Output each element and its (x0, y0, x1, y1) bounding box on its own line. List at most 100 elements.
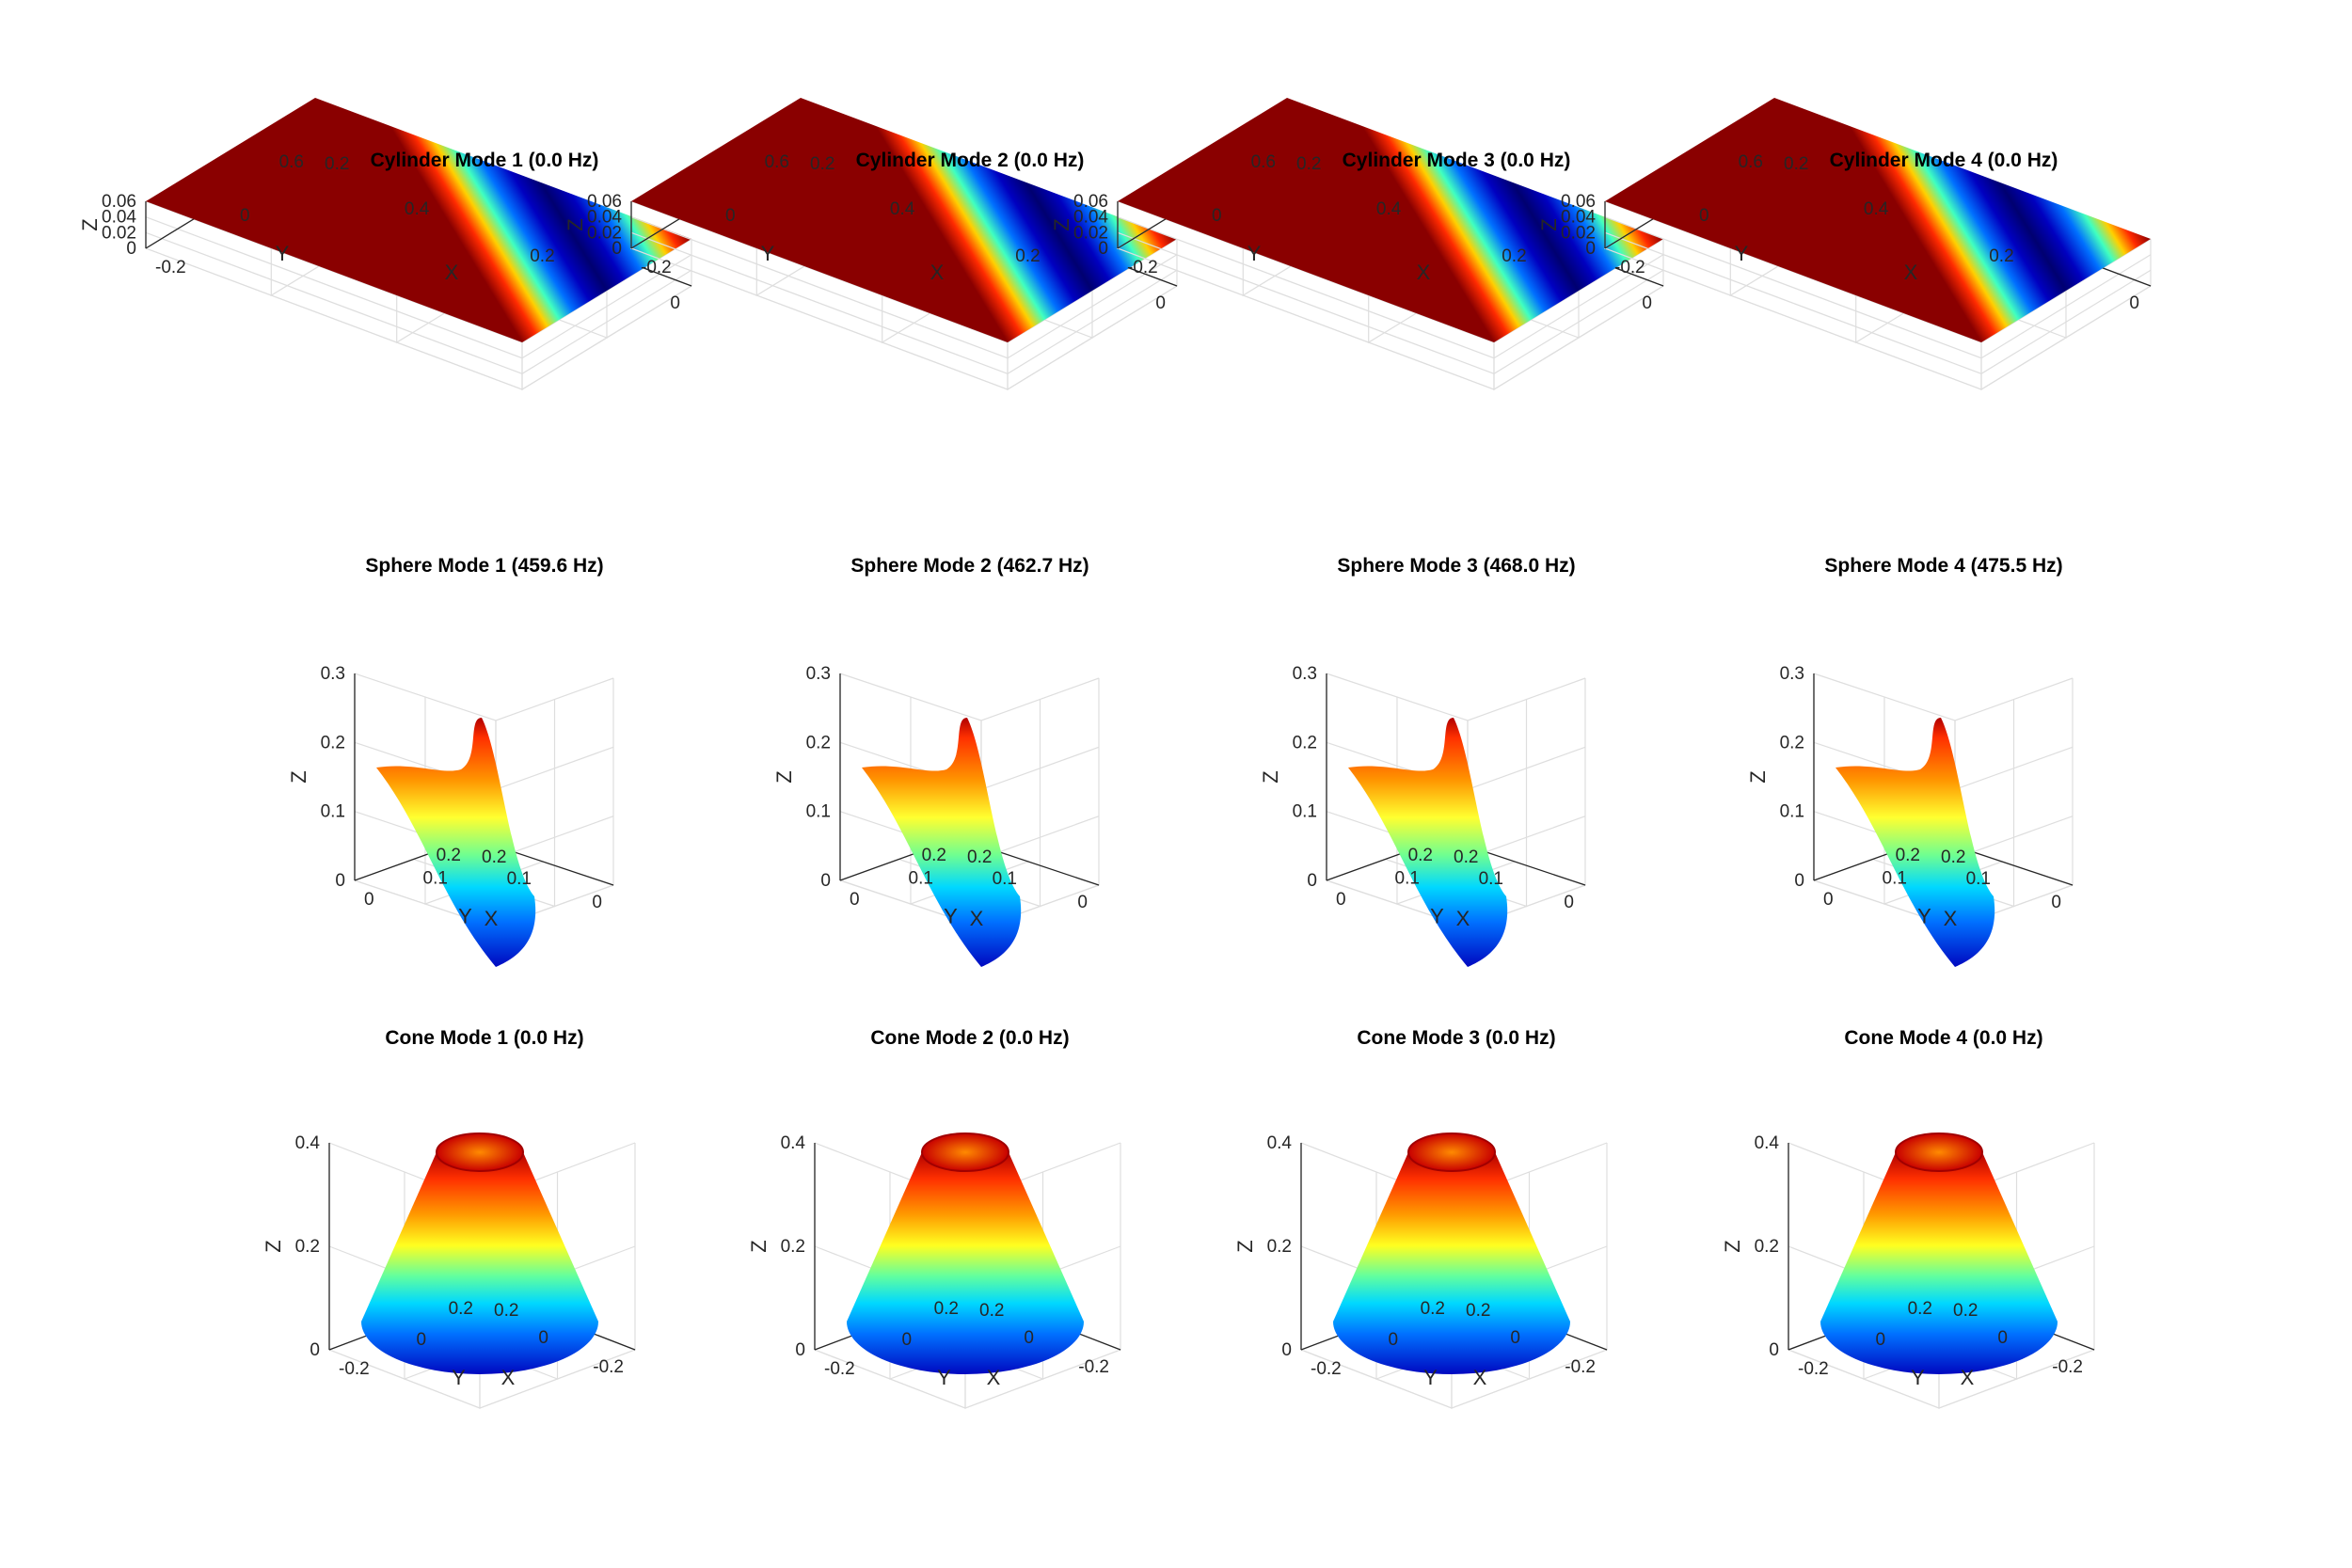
z-tick-label: 0.2 (295, 1237, 320, 1257)
z-tick-label: 0.1 (1293, 802, 1317, 822)
subplot-cylinder-mode-1: 00.020.040.0600.20.40.6-0.200.2XYZCylind… (78, 98, 692, 391)
z-tick-label: 0.06 (587, 192, 622, 212)
subplot-title: Sphere Mode 2 (462.7 Hz) (850, 555, 1089, 577)
z-tick-label: 0 (820, 871, 831, 891)
subplot-title: Cone Mode 2 (0.0 Hz) (870, 1027, 1069, 1049)
x-tick-label: 0.4 (405, 199, 430, 219)
y-tick-label: 0.2 (1296, 154, 1321, 174)
z-tick-label: 0.02 (102, 223, 136, 243)
cylinder-surface (631, 98, 1177, 342)
z-tick-label: 0 (1281, 1340, 1292, 1360)
grid-line-y (630, 247, 1009, 390)
y-tick-label: -0.2 (155, 258, 186, 277)
x-tick-label: 0 (538, 1328, 548, 1348)
y-axis-label: Y (937, 1366, 951, 1389)
z-axis-label: Z (772, 770, 796, 783)
x-axis-label: X (1944, 907, 1958, 930)
x-tick-label: 0.4 (1864, 199, 1889, 219)
z-tick-label: 0.3 (806, 664, 831, 684)
cone-top-rim (1407, 1132, 1496, 1172)
grid-line-z (839, 673, 1100, 721)
z-tick-label: 0.02 (1561, 223, 1596, 243)
x-tick-label: 0 (2051, 893, 2061, 912)
y-tick-label: 0.1 (909, 869, 933, 889)
z-axis-label: Z (1537, 218, 1561, 230)
grid-line-z (354, 673, 614, 721)
x-tick-label: 0 (2129, 293, 2139, 313)
z-axis-label: Z (1050, 218, 1073, 230)
grid-line-y (1604, 247, 1982, 390)
y-tick-label: 0.1 (423, 869, 448, 889)
cone-surface (1333, 1152, 1570, 1374)
x-tick-label: 0.6 (1251, 152, 1276, 172)
x-tick-label: 0 (592, 893, 602, 912)
z-tick-label: 0 (1769, 1340, 1779, 1360)
subplot-title: Cone Mode 3 (0.0 Hz) (1357, 1027, 1555, 1049)
y-tick-label: 0.2 (494, 1301, 518, 1321)
y-tick-label: 0.1 (1395, 869, 1420, 889)
z-tick-label: 0.1 (1780, 802, 1804, 822)
x-tick-label: 0.6 (279, 152, 304, 172)
y-tick-label: -0.2 (339, 1359, 370, 1379)
x-tick-label: 0.6 (1739, 152, 1763, 172)
y-tick-label: 0 (1699, 206, 1709, 226)
y-tick-label: 0 (1876, 1330, 1886, 1350)
z-tick-label: 0 (1307, 871, 1317, 891)
cone-top-rim (436, 1132, 524, 1172)
x-tick-label: -0.2 (1078, 1357, 1109, 1377)
x-tick-label: 0.1 (1966, 869, 1991, 889)
z-tick-label: 0.4 (1267, 1133, 1293, 1153)
cone-surface (361, 1152, 598, 1374)
x-tick-label: 0.2 (1896, 846, 1920, 865)
subplot-cone-mode-2: 0 0.2 0.4 -0.2 0 0.2 -0.2 0 0.2 X Y Z Cone Mode 2 (0… (747, 1027, 1121, 1409)
z-tick-label: 0.1 (806, 802, 831, 822)
z-tick-label: 0 (1794, 871, 1804, 891)
grid-line-z (1813, 673, 2074, 721)
x-tick-label: 0 (1077, 893, 1088, 912)
x-tick-label: 0 (1642, 293, 1652, 313)
y-tick-label: 0.2 (482, 847, 506, 867)
x-axis-label: X (1417, 261, 1431, 284)
z-tick-label: 0.2 (1293, 733, 1317, 752)
z-tick-label: 0.4 (781, 1133, 806, 1153)
y-tick-label: 0.2 (1454, 847, 1478, 867)
z-axis-label: Z (1259, 770, 1282, 783)
grid-line-y (145, 247, 523, 390)
x-axis-label: X (501, 1366, 516, 1389)
z-tick-label: 0 (310, 1340, 320, 1360)
z-tick-label: 0.2 (1267, 1237, 1292, 1257)
y-tick-label: 0 (1336, 890, 1346, 910)
y-axis-label: Y (944, 905, 958, 928)
grid-line-y (1117, 247, 1495, 390)
y-tick-label: 0 (850, 890, 860, 910)
x-tick-label: 0.2 (530, 246, 554, 266)
z-tick-label: 0.4 (295, 1133, 321, 1153)
subplot-cylinder-mode-4: 00.020.040.0600.20.40.6-0.200.2XYZCylind… (1537, 98, 2152, 391)
y-axis-label: Y (458, 905, 472, 928)
y-tick-label: 0.2 (325, 154, 349, 174)
x-tick-label: 0.2 (1989, 246, 2013, 266)
subplot-title: Sphere Mode 4 (475.5 Hz) (1824, 555, 2062, 577)
cylinder-surface (146, 98, 691, 342)
subplot-title: Cylinder Mode 4 (0.0 Hz) (1830, 150, 2058, 171)
subplot-title: Sphere Mode 3 (468.0 Hz) (1337, 555, 1575, 577)
x-tick-label: -0.2 (2052, 1357, 2083, 1377)
y-axis-label: Y (276, 242, 290, 265)
subplot-cone-mode-1: 0 0.2 0.4 -0.2 0 0.2 -0.2 0 0.2 X Y Z Cone Mode 1 (0… (262, 1027, 636, 1409)
y-tick-label: 0 (1212, 206, 1222, 226)
subplot-title: Cone Mode 1 (0.0 Hz) (385, 1027, 583, 1049)
z-tick-label: 0.2 (1755, 1237, 1779, 1257)
y-tick-label: 0 (725, 206, 736, 226)
y-axis-label: Y (761, 242, 775, 265)
subplot-title: Cylinder Mode 1 (0.0 Hz) (371, 150, 599, 171)
subplot-cone-mode-3: 0 0.2 0.4 -0.2 0 0.2 -0.2 0 0.2 X Y Z Cone Mode 3 (0… (1233, 1027, 1608, 1409)
y-tick-label: -0.2 (1798, 1359, 1829, 1379)
x-tick-label: 0.2 (1421, 1299, 1445, 1319)
x-tick-label: 0 (1024, 1328, 1034, 1348)
cylinder-surface (1605, 98, 2151, 342)
sphere-surface (376, 718, 536, 967)
z-tick-label: 0.04 (587, 208, 622, 228)
grid-line-z (1326, 673, 1586, 721)
